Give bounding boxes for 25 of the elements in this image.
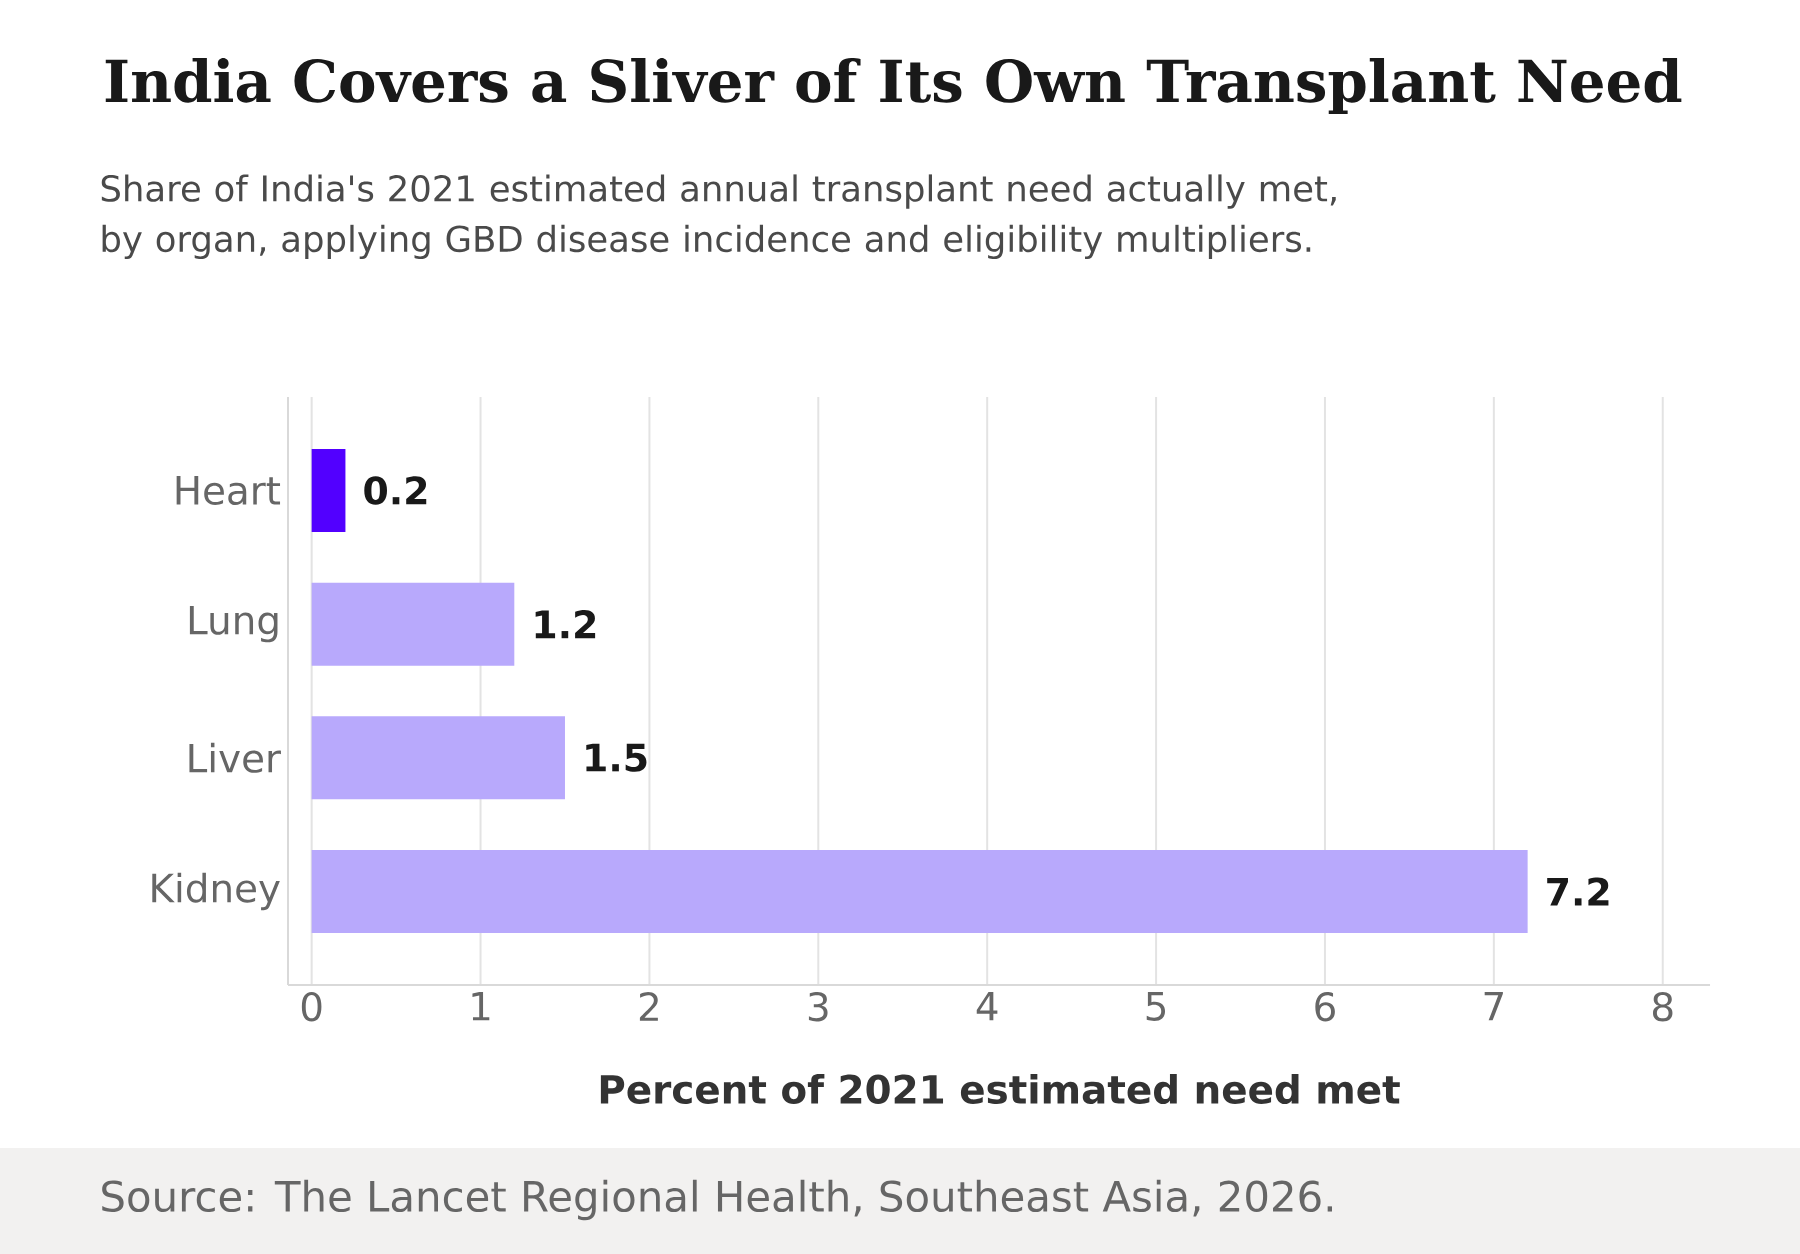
- bar: [311, 449, 346, 533]
- y-tick-label: Lung: [189, 605, 278, 643]
- chart-subtitle: Share of India's 2021 estimated annual transplant need actually met, by organ, applying GBD disease incidence and eligibility multipliers.: [101, 174, 1336, 260]
- chart-title: India Covers a Sliver of Its Own Transplant Need: [105, 58, 1682, 114]
- x-tick-label: 6: [1315, 992, 1335, 1022]
- x-tick-label: 5: [1146, 992, 1166, 1021]
- y-tick-label: Kidney: [152, 872, 280, 911]
- y-tick-label: Heart: [176, 476, 281, 505]
- bar: [311, 716, 565, 800]
- x-tick-label: 8: [1653, 992, 1673, 1022]
- data-label: 1.2: [535, 610, 596, 639]
- x-tick-label: 2: [639, 992, 658, 1021]
- data-label: 0.2: [364, 476, 427, 505]
- y-tick-label: Liver: [189, 742, 281, 773]
- x-tick-label: 4: [976, 992, 998, 1021]
- data-label: 7.2: [1547, 877, 1609, 906]
- x-tick-label: 0: [301, 992, 322, 1022]
- x-tick-label: 7: [1484, 992, 1503, 1021]
- data-label: 1.5: [586, 743, 647, 772]
- x-axis-title: Percent of 2021 estimated need met: [600, 1073, 1400, 1105]
- bar: [311, 849, 1528, 933]
- source-note: Source: The Lancet Regional Health, Southeast Asia, 2026.: [102, 1179, 1332, 1221]
- bar: [311, 582, 515, 666]
- x-tick-label: 1: [472, 992, 490, 1021]
- x-tick-label: 3: [808, 992, 828, 1022]
